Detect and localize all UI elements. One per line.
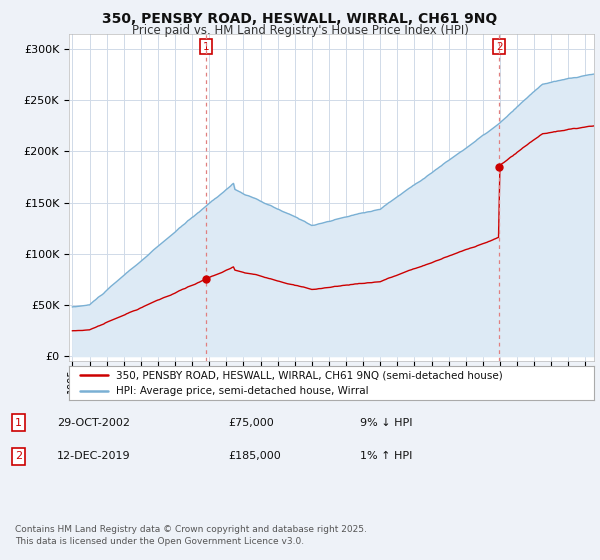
Text: 12-DEC-2019: 12-DEC-2019: [57, 451, 131, 461]
Text: 350, PENSBY ROAD, HESWALL, WIRRAL, CH61 9NQ: 350, PENSBY ROAD, HESWALL, WIRRAL, CH61 …: [103, 12, 497, 26]
Text: 350, PENSBY ROAD, HESWALL, WIRRAL, CH61 9NQ (semi-detached house): 350, PENSBY ROAD, HESWALL, WIRRAL, CH61 …: [116, 370, 503, 380]
Text: £185,000: £185,000: [228, 451, 281, 461]
Text: Price paid vs. HM Land Registry's House Price Index (HPI): Price paid vs. HM Land Registry's House …: [131, 24, 469, 36]
Text: 29-OCT-2002: 29-OCT-2002: [57, 418, 130, 428]
Text: 2: 2: [496, 41, 502, 52]
Text: 2: 2: [15, 451, 22, 461]
Text: HPI: Average price, semi-detached house, Wirral: HPI: Average price, semi-detached house,…: [116, 386, 369, 396]
Text: 9% ↓ HPI: 9% ↓ HPI: [360, 418, 413, 428]
Text: 1% ↑ HPI: 1% ↑ HPI: [360, 451, 412, 461]
Text: Contains HM Land Registry data © Crown copyright and database right 2025.
This d: Contains HM Land Registry data © Crown c…: [15, 525, 367, 546]
Text: 1: 1: [15, 418, 22, 428]
Text: £75,000: £75,000: [228, 418, 274, 428]
Text: 1: 1: [203, 41, 209, 52]
